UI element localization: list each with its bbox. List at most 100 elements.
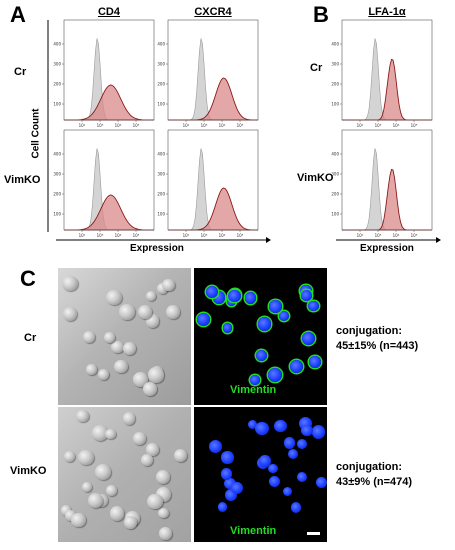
conjugation-label: conjugation: (336, 325, 402, 337)
cell (106, 484, 118, 496)
x-tick-label: 10³ (375, 233, 382, 238)
y-tick-label: 300 (157, 62, 165, 67)
cell (109, 506, 125, 521)
x-tick-label: 10⁵ (133, 123, 140, 128)
y-tick-label: 300 (53, 172, 61, 177)
x-axis-arrow-b (436, 237, 441, 243)
x-tick-label: 10⁴ (115, 233, 122, 238)
y-tick-label: 300 (157, 172, 165, 177)
plot-frame (341, 129, 433, 231)
cell (162, 278, 175, 291)
plot-frame (167, 129, 259, 231)
cell (158, 507, 169, 518)
x-tick-label: 10⁵ (237, 233, 244, 238)
y-tick-label: 200 (53, 192, 61, 197)
nucleus (256, 349, 268, 361)
micrograph-fluor-vimko: Vimentin (194, 407, 327, 542)
nucleus (315, 477, 327, 489)
histogram-box: 100 200 300 400 10² 10³ 10⁴ 10⁵ (157, 129, 259, 238)
nucleus (231, 482, 244, 495)
histogram-box: 100 200 300 400 10² 10³ 10⁴ 10⁵ (157, 19, 259, 128)
nucleus (257, 317, 272, 331)
nucleus (244, 292, 257, 304)
cell (94, 463, 111, 480)
x-tick-label: 10⁵ (411, 123, 418, 128)
nucleus (301, 425, 313, 437)
cell (104, 428, 116, 440)
y-tick-label: 400 (157, 152, 165, 157)
x-tick-label: 10² (183, 233, 190, 238)
stain-histogram (168, 77, 258, 121)
panel-letter-b: B (313, 2, 329, 27)
cell (118, 304, 135, 320)
nucleus (311, 425, 325, 439)
vimentin-label-vimko: Vimentin (230, 525, 277, 537)
nucleus (268, 463, 279, 474)
y-tick-label: 100 (53, 102, 61, 107)
cell (106, 289, 122, 305)
plot-frame (341, 19, 433, 121)
cell (62, 306, 78, 322)
nucleus (268, 475, 281, 488)
nucleus (259, 455, 271, 467)
cell (148, 367, 164, 383)
cell (146, 290, 157, 301)
vimentin-label-cr: Vimentin (230, 384, 277, 396)
cell (82, 330, 95, 343)
cell (87, 492, 104, 509)
histogram-box: 100 200 300 400 10² 10³ 10⁴ 10⁵ (331, 19, 433, 128)
x-tick-label: 10⁵ (133, 233, 140, 238)
x-tick-label: 10² (183, 123, 190, 128)
x-axis-arrow-a (266, 237, 271, 243)
x-axis-title-a: Expression (130, 243, 184, 254)
cell (138, 305, 152, 320)
y-tick-label: 400 (331, 42, 339, 47)
y-tick-label: 300 (53, 62, 61, 67)
cell (85, 363, 97, 375)
cell (92, 425, 108, 441)
cell (146, 443, 159, 456)
y-tick-label: 200 (157, 192, 165, 197)
micrograph-fluor-cr: Vimentin (194, 268, 327, 405)
nucleus (222, 323, 233, 333)
nucleus (225, 489, 237, 501)
x-tick-label: 10³ (201, 123, 208, 128)
y-tick-label: 400 (331, 152, 339, 157)
plot-frame (63, 19, 155, 121)
x-tick-label: 10² (357, 123, 364, 128)
histogram-box: 100 200 300 400 10² 10³ 10⁴ 10⁵ (331, 129, 433, 238)
cell (122, 412, 136, 425)
histogram-box: 100 200 300 400 10² 10³ 10⁴ 10⁵ (53, 19, 155, 128)
x-tick-label: 10⁴ (219, 123, 226, 128)
cell (156, 470, 171, 485)
x-tick-label: 10² (357, 233, 364, 238)
y-tick-label: 300 (331, 62, 339, 67)
row-label-b-cr: Cr (310, 62, 323, 74)
nucleus (282, 486, 293, 497)
x-axis-title-b: Expression (360, 243, 414, 254)
nucleus (224, 477, 236, 490)
column-title-cd4: CD4 (97, 6, 120, 18)
nucleus (255, 421, 269, 436)
x-tick-label: 10⁵ (237, 123, 244, 128)
plot-frame (63, 129, 155, 231)
nucleus (308, 300, 319, 311)
cell (111, 340, 125, 354)
nucleus (287, 448, 299, 460)
x-tick-label: 10³ (97, 233, 104, 238)
y-tick-label: 400 (157, 42, 165, 47)
nucleus (250, 374, 260, 385)
conjugation-note-cr: conjugation: 45±15% (n=443) (336, 324, 418, 354)
y-tick-label: 200 (157, 82, 165, 87)
cell (104, 331, 116, 344)
cell (62, 275, 78, 291)
cell (63, 450, 75, 463)
cell (114, 359, 129, 374)
y-tick-label: 200 (53, 82, 61, 87)
nucleus (297, 439, 307, 450)
histogram-box: 100 200 300 400 10² 10³ 10⁴ 10⁵ (53, 129, 155, 238)
nucleus (301, 290, 312, 302)
conjugation-label: conjugation: (336, 461, 402, 473)
nucleus (274, 420, 287, 433)
conjugation-value: 43±9% (n=474) (336, 476, 413, 488)
